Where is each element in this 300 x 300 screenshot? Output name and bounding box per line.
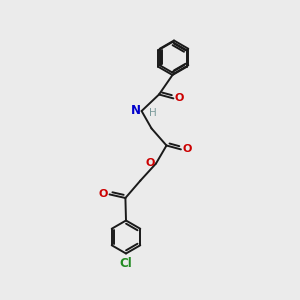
Text: H: H: [149, 107, 157, 118]
Text: N: N: [130, 104, 140, 117]
Text: Cl: Cl: [120, 257, 132, 270]
Text: O: O: [182, 144, 191, 154]
Text: O: O: [175, 93, 184, 103]
Text: O: O: [146, 158, 155, 169]
Text: O: O: [99, 189, 108, 199]
